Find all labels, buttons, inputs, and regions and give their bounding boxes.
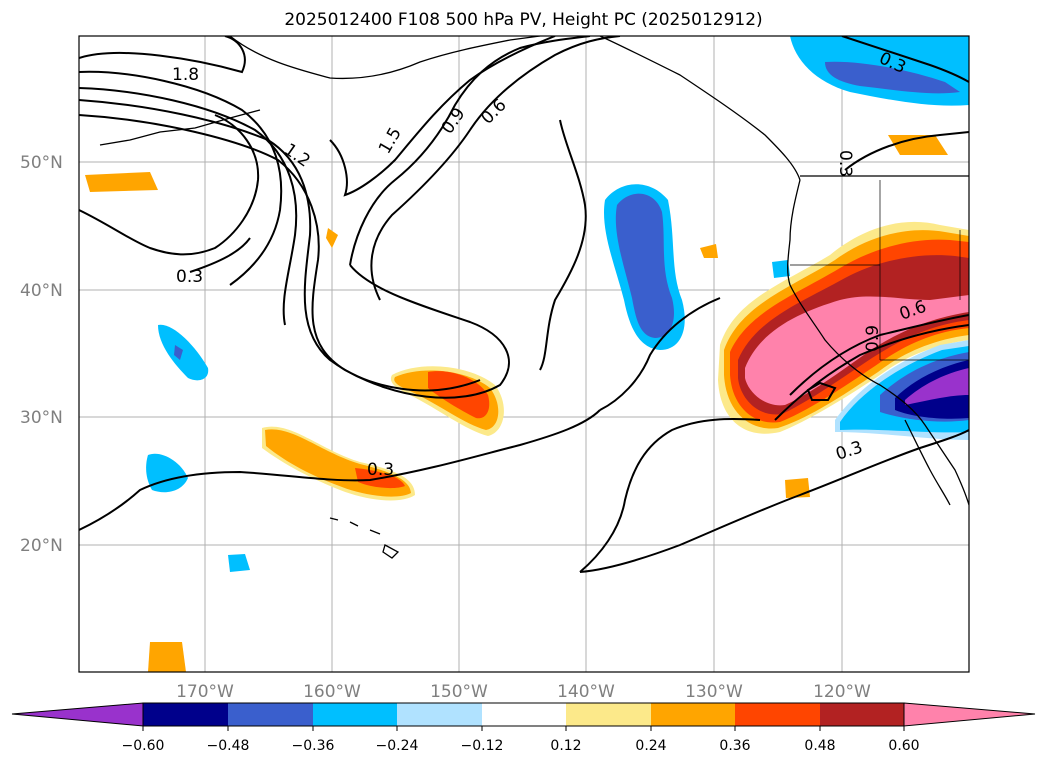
anomaly-w-blue bbox=[158, 324, 209, 381]
colorbar-bin bbox=[566, 703, 651, 726]
lon-label-150w: 150°W bbox=[430, 682, 488, 702]
colorbar-tick-label: 0.12 bbox=[550, 738, 581, 754]
colorbar-tick-label: −0.24 bbox=[376, 738, 419, 754]
pv-positive-anomalies bbox=[85, 135, 969, 672]
map-title: 2025012400 F108 500 hPa PV, Height PC (2… bbox=[284, 10, 763, 30]
contour-1-5 bbox=[329, 36, 556, 197]
contour-0-9 bbox=[349, 36, 591, 266]
colorbar-bin bbox=[482, 703, 566, 726]
colorbar-tick-label: 0.24 bbox=[635, 738, 666, 754]
lon-label-140w: 140°W bbox=[557, 682, 615, 702]
longitude-labels: 170°W 160°W 150°W 140°W 130°W 120°W bbox=[176, 682, 871, 702]
map-frame bbox=[78, 35, 970, 673]
colorbar-bin bbox=[820, 703, 904, 726]
colorbar-tick-label: −0.36 bbox=[292, 738, 335, 754]
colorbar-bin bbox=[735, 703, 820, 726]
contour-outer bbox=[79, 114, 260, 256]
lat-label-40: 40°N bbox=[20, 281, 63, 301]
contour-label: 0.3 bbox=[176, 267, 203, 287]
latitude-labels: 50°N 40°N 30°N 20°N bbox=[20, 153, 63, 556]
contour-label: 0.3 bbox=[367, 460, 394, 480]
lon-label-160w: 160°W bbox=[303, 682, 361, 702]
lon-label-130w: 130°W bbox=[685, 682, 743, 702]
contour-nw-a bbox=[79, 70, 283, 286]
contour-label: 0.3 bbox=[833, 437, 865, 464]
anomaly-small-b bbox=[326, 228, 338, 248]
aleutians bbox=[99, 109, 261, 146]
contour-nw-c bbox=[79, 99, 481, 392]
colorbar-tick-label: 0.36 bbox=[719, 738, 750, 754]
colorbar-tick-label: −0.12 bbox=[461, 738, 504, 754]
contour-1-8 bbox=[79, 36, 246, 74]
contour-label: 0.9 bbox=[863, 325, 883, 352]
anomaly-small-d bbox=[888, 135, 948, 155]
anomaly-small-c bbox=[700, 244, 718, 258]
pv-negative-anomalies bbox=[146, 36, 969, 572]
colorbar-tick-label: −0.60 bbox=[122, 738, 165, 754]
contour-ne-b bbox=[844, 131, 969, 171]
map-area: 1.8 1.2 1.5 0.9 0.6 0.3 0.3 0.3 0.3 0.6 … bbox=[79, 36, 969, 672]
contour-0-3-ne bbox=[841, 36, 969, 83]
colorbar-extend-low bbox=[11, 702, 144, 727]
contour-label: 0.3 bbox=[835, 150, 855, 177]
colorbar-bin bbox=[313, 703, 397, 726]
contour-0-9-east bbox=[789, 314, 969, 396]
contour-label: 0.9 bbox=[438, 104, 470, 138]
anomaly-column-inner bbox=[615, 193, 675, 338]
contour-mid bbox=[539, 119, 587, 371]
colorbar: −0.60 −0.48 −0.36 −0.24 −0.12 0.12 0.24 … bbox=[11, 702, 1036, 754]
contour-1-2 bbox=[79, 114, 510, 399]
lon-label-120w: 120°W bbox=[813, 682, 871, 702]
contour-label: 0.6 bbox=[477, 95, 510, 128]
contour-nw-b bbox=[79, 87, 298, 326]
contour-east-lower bbox=[579, 429, 969, 573]
hawaii bbox=[329, 517, 400, 559]
anomaly-goa-inner bbox=[825, 61, 960, 94]
anomaly-tiny-blue2 bbox=[772, 260, 790, 278]
colorbar-bin bbox=[651, 703, 735, 726]
colorbar-bin bbox=[397, 703, 482, 726]
colorbar-bin bbox=[143, 703, 228, 726]
anomaly-w-blue-core bbox=[174, 345, 183, 360]
lat-label-50: 50°N bbox=[20, 153, 63, 173]
contour-0-6 bbox=[370, 36, 621, 301]
colorbar-tick-label: −0.48 bbox=[207, 738, 250, 754]
colorbar-tick-label: 0.60 bbox=[888, 738, 919, 754]
state-lines bbox=[790, 180, 969, 361]
baja bbox=[904, 419, 951, 506]
panhandle bbox=[599, 36, 801, 181]
lat-label-20: 20°N bbox=[20, 536, 63, 556]
contour-label: 1.8 bbox=[172, 65, 199, 85]
anomaly-sw-blue-blob bbox=[146, 453, 188, 493]
colorbar-bin bbox=[228, 703, 313, 726]
anomaly-south bbox=[148, 642, 186, 672]
contour-east-trough bbox=[579, 418, 761, 573]
anomaly-nw bbox=[85, 172, 158, 192]
contour-small-loop bbox=[806, 381, 837, 401]
anomaly-westcoast-pink bbox=[745, 295, 969, 406]
lat-label-30: 30°N bbox=[20, 408, 63, 428]
contour-0-3-west bbox=[189, 237, 251, 273]
contour-ne-0-3 bbox=[599, 297, 721, 411]
contour-0-6-east bbox=[774, 324, 969, 421]
colorbar-tick-label: 0.48 bbox=[804, 738, 835, 754]
colorbar-ticks bbox=[142, 726, 905, 731]
lon-label-170w: 170°W bbox=[176, 682, 234, 702]
anomaly-sw-purple bbox=[905, 368, 969, 405]
anomaly-tiny-blue bbox=[228, 554, 250, 572]
alaska-coast bbox=[229, 36, 541, 80]
height-contours bbox=[79, 36, 969, 573]
contour-0-3-south bbox=[79, 409, 601, 531]
colorbar-extend-high bbox=[903, 702, 1036, 727]
